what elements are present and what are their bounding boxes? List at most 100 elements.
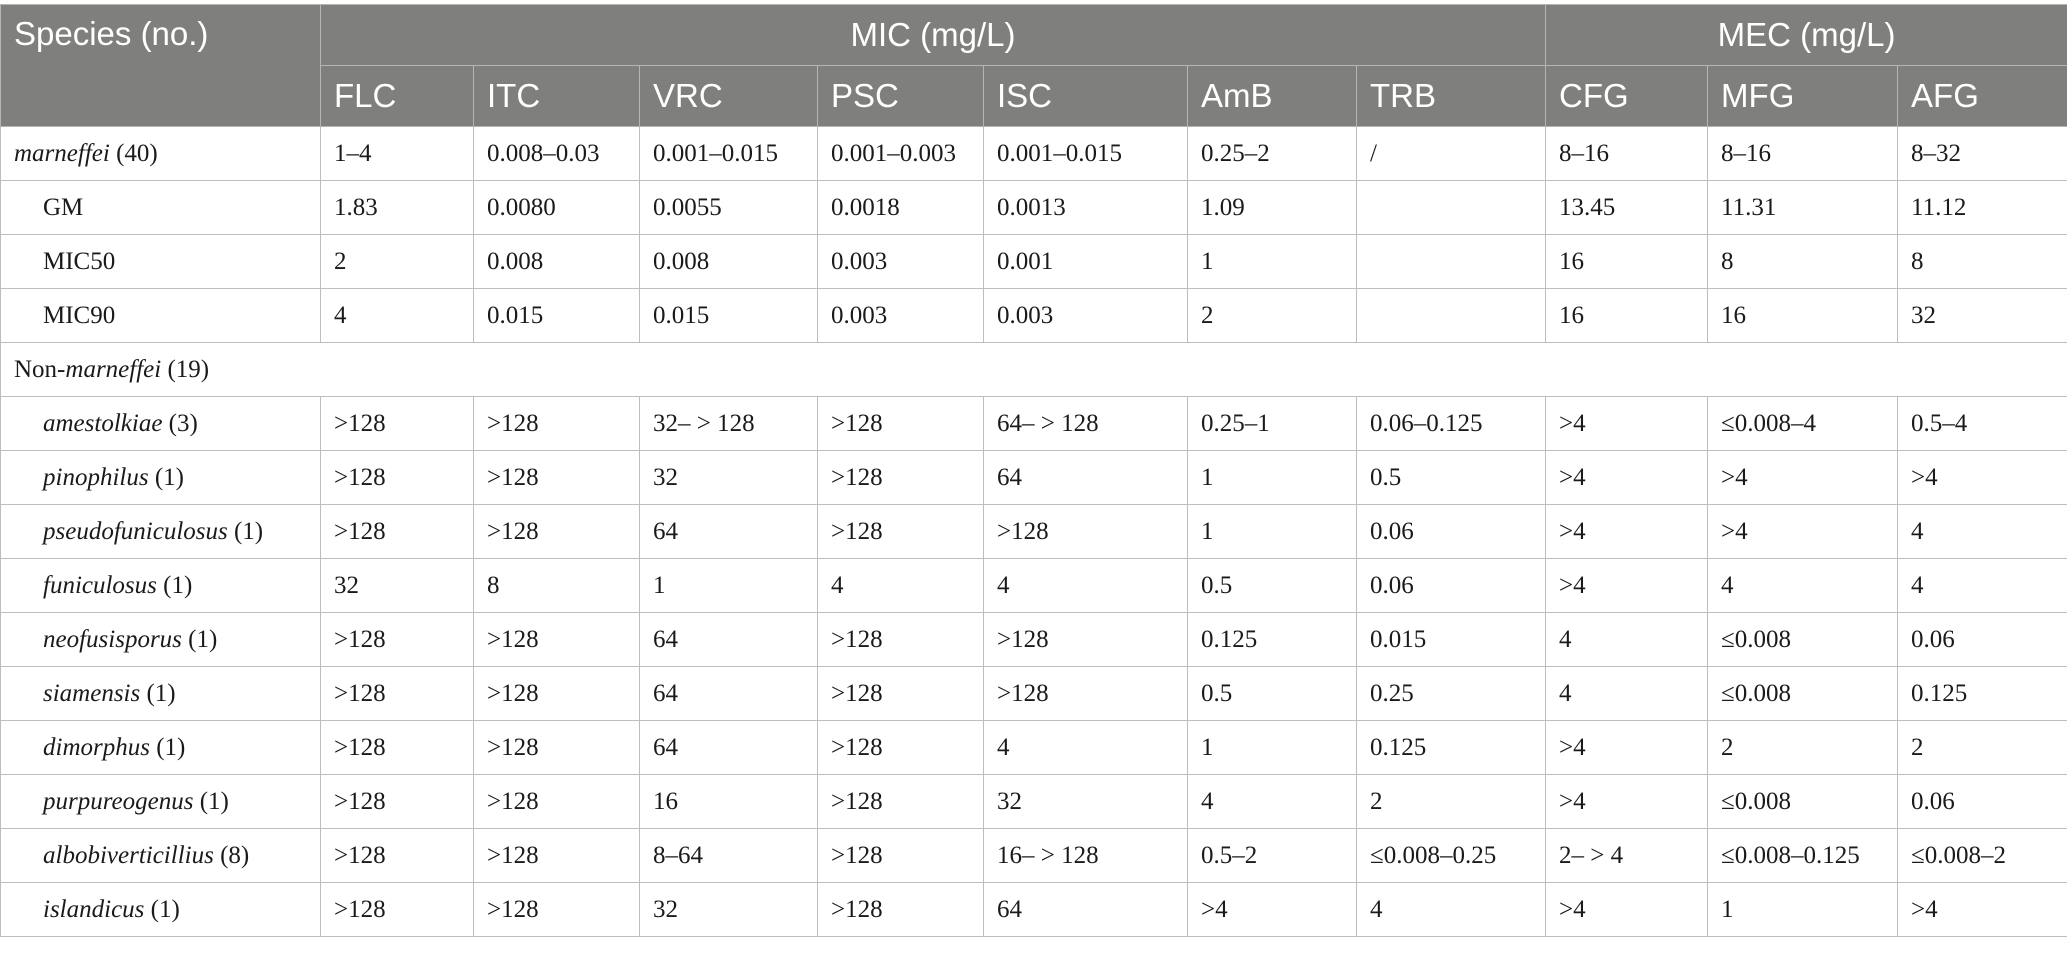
value-cell: 16– > 128 — [983, 828, 1188, 883]
value-cell: 11.12 — [1897, 180, 2067, 235]
species-cell: funiculosus (1) — [0, 558, 321, 613]
value-cell: 32 — [639, 882, 818, 937]
col-header-cfg: CFG — [1545, 65, 1709, 127]
value-cell: 4 — [817, 558, 984, 613]
value-cell: >4 — [1545, 558, 1709, 613]
value-cell: 8 — [473, 558, 640, 613]
species-cell: neofusisporus (1) — [0, 612, 321, 667]
value-cell: 11.31 — [1707, 180, 1899, 235]
value-cell: >128 — [817, 612, 984, 667]
species-cell: siamensis (1) — [0, 666, 321, 721]
value-cell: >128 — [817, 450, 984, 505]
value-cell: 32 — [983, 774, 1188, 829]
stat-label-cell: GM — [0, 180, 321, 235]
value-cell: ≤0.008–0.125 — [1707, 828, 1899, 883]
value-cell: 0.015 — [473, 288, 640, 343]
table-row-species: amestolkiae (3) >128 >128 32– > 128 >128 64– … — [0, 396, 2067, 451]
col-header-amb: AmB — [1187, 65, 1357, 127]
header-row-groups: Species (no.) MIC (mg/L) MEC (mg/L) — [0, 4, 2067, 127]
value-cell: >128 — [473, 504, 640, 559]
value-cell: 1 — [1707, 882, 1899, 937]
value-cell: >128 — [473, 720, 640, 775]
value-cell: 0.5–4 — [1897, 396, 2067, 451]
value-cell: >128 — [817, 396, 984, 451]
value-cell: >128 — [817, 720, 984, 775]
species-name: purpureogenus — [43, 787, 194, 815]
value-cell: >128 — [983, 504, 1188, 559]
value-cell: 1 — [1187, 234, 1357, 289]
group-count: (19) — [161, 355, 210, 383]
col-header-mfg: MFG — [1707, 65, 1899, 127]
header-row-drugs: FLC ITC VRC PSC ISC AmB TRB CFG MFG AFG — [1, 65, 2067, 127]
species-name: funiculosus — [43, 571, 157, 599]
value-cell: 0.015 — [1355, 612, 1547, 667]
table-row-species: pinophilus (1) >128 >128 32 >128 64 1 0.5 >4 >4 >4 — [0, 450, 2067, 505]
value-cell: 32 — [320, 558, 474, 613]
value-cell: 64 — [983, 882, 1188, 937]
value-cell: 4 — [983, 720, 1188, 775]
table-row-stat: MIC90 4 0.015 0.015 0.003 0.003 2 16 16 32 — [0, 288, 2067, 343]
value-cell: 0.06 — [1897, 774, 2067, 829]
value-cell: 0.003 — [817, 288, 984, 343]
value-cell: >4 — [1545, 720, 1709, 775]
value-cell: >128 — [817, 504, 984, 559]
value-cell: 16 — [1545, 234, 1709, 289]
value-cell: / — [1355, 126, 1547, 181]
value-cell: >128 — [473, 774, 640, 829]
value-cell: >128 — [320, 828, 474, 883]
species-name: amestolkiae — [43, 409, 163, 437]
value-cell: >128 — [473, 612, 640, 667]
value-cell: 1.09 — [1187, 180, 1357, 235]
species-name: pseudofuniculosus — [43, 517, 228, 545]
species-count: (1) — [149, 733, 186, 761]
col-header-psc: PSC — [817, 65, 984, 127]
value-cell: >4 — [1545, 504, 1709, 559]
value-cell: >4 — [1187, 882, 1357, 937]
value-cell: >4 — [1897, 882, 2067, 937]
value-cell: 0.125 — [1187, 612, 1357, 667]
species-cell: dimorphus (1) — [0, 720, 321, 775]
value-cell: 0.25–2 — [1187, 126, 1357, 181]
value-cell: ≤0.008 — [1707, 666, 1899, 721]
value-cell: 32 — [639, 450, 818, 505]
species-count: (1) — [156, 571, 193, 599]
species-count: (1) — [193, 787, 229, 815]
col-header-afg: AFG — [1897, 65, 2067, 127]
value-cell: 8 — [1897, 234, 2067, 289]
mic-group-header: MIC (mg/L) — [319, 4, 1547, 66]
col-header-itc: ITC — [473, 65, 640, 127]
group-name: marneffei — [65, 355, 162, 383]
value-cell: 4 — [1355, 882, 1547, 937]
value-cell: >128 — [817, 666, 984, 721]
value-cell: >128 — [983, 666, 1188, 721]
species-count: (8) — [213, 841, 250, 869]
value-cell: 0.003 — [817, 234, 984, 289]
value-cell: >128 — [320, 666, 474, 721]
value-cell: 4 — [1545, 666, 1709, 721]
species-name: dimorphus — [43, 733, 150, 761]
value-cell: 4 — [320, 288, 474, 343]
value-cell: 8–16 — [1545, 126, 1709, 181]
value-cell: 32 — [1897, 288, 2067, 343]
table-row-species: pseudofuniculosus (1) >128 >128 64 >128 >128 1… — [0, 504, 2067, 559]
value-cell: >128 — [320, 612, 474, 667]
species-count: (1) — [144, 895, 180, 923]
value-cell: >128 — [473, 396, 640, 451]
value-cell: 16 — [1707, 288, 1899, 343]
group-label-cell: Non-marneffei (19) — [0, 342, 2067, 397]
species-cell: purpureogenus (1) — [0, 774, 321, 829]
table-row-marneffei: marneffei (40) 1–4 0.008–0.03 0.001–0.01… — [0, 126, 2067, 181]
value-cell: >4 — [1545, 450, 1709, 505]
value-cell: >128 — [473, 882, 640, 937]
value-cell: >4 — [1545, 396, 1709, 451]
value-cell: 2 — [1187, 288, 1357, 343]
value-cell: 4 — [1707, 558, 1899, 613]
value-cell: ≤0.008–4 — [1707, 396, 1899, 451]
value-cell: 2 — [320, 234, 474, 289]
col-header-vrc: VRC — [639, 65, 818, 127]
col-header-trb: TRB — [1355, 65, 1547, 127]
value-cell: 0.06 — [1355, 558, 1547, 613]
species-name: neofusisporus — [43, 625, 182, 653]
value-cell: >128 — [983, 612, 1188, 667]
col-header-flc: FLC — [320, 65, 474, 127]
